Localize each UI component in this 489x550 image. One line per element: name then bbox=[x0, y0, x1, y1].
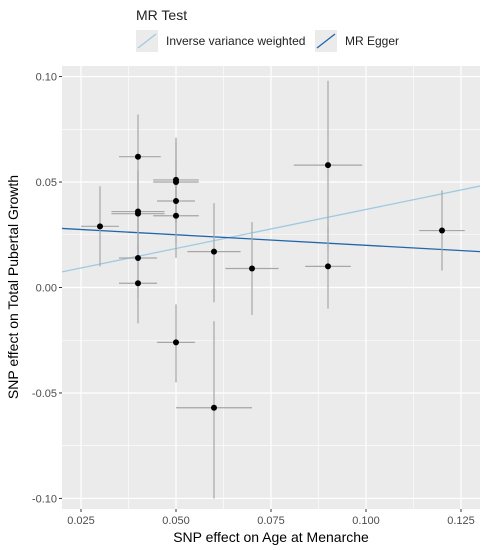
x-tick-label: 0.100 bbox=[352, 515, 380, 527]
line-egger bbox=[62, 227, 480, 253]
y-tick-label: 0.00 bbox=[36, 283, 57, 295]
y-tick-label: 0.10 bbox=[36, 72, 57, 84]
legend-label-ivw: Inverse variance weighted bbox=[166, 34, 305, 48]
y-axis-ticks: -0.10 -0.05 0.00 0.05 0.10 bbox=[32, 72, 62, 505]
x-tick-label: 0.050 bbox=[162, 515, 190, 527]
data-point bbox=[135, 254, 141, 261]
legend-title: MR Test bbox=[136, 7, 187, 23]
x-axis-title: SNP effect on Age at Menarche bbox=[173, 529, 369, 545]
data-point bbox=[325, 162, 331, 169]
y-tick-label: 0.05 bbox=[36, 177, 57, 189]
data-point bbox=[173, 212, 179, 219]
data-point bbox=[211, 248, 217, 255]
data-point bbox=[249, 265, 255, 272]
legend-key-egger bbox=[316, 33, 336, 49]
data-point bbox=[97, 223, 103, 230]
data-point bbox=[173, 198, 179, 205]
data-point bbox=[135, 153, 141, 160]
y-tick-label: -0.10 bbox=[32, 493, 57, 505]
data-point bbox=[135, 210, 141, 217]
legend-key-ivw bbox=[137, 33, 157, 49]
x-tick-label: 0.125 bbox=[447, 515, 475, 527]
x-tick-label: 0.025 bbox=[67, 515, 95, 527]
data-point bbox=[173, 339, 179, 346]
x-tick-label: 0.075 bbox=[257, 515, 285, 527]
data-point bbox=[135, 280, 141, 287]
y-axis-title: SNP effect on Total Pubertal Growth bbox=[5, 175, 21, 399]
data-point bbox=[325, 263, 331, 270]
legend: MR Test Inverse variance weighted MR Egg… bbox=[136, 7, 399, 52]
y-tick-label: -0.05 bbox=[32, 388, 57, 400]
data-point bbox=[211, 404, 217, 411]
points bbox=[97, 153, 445, 411]
x-axis-ticks: 0.025 0.050 0.075 0.100 0.125 bbox=[67, 509, 475, 527]
data-point bbox=[173, 179, 179, 186]
legend-label-egger: MR Egger bbox=[345, 34, 399, 48]
data-point bbox=[439, 227, 445, 234]
